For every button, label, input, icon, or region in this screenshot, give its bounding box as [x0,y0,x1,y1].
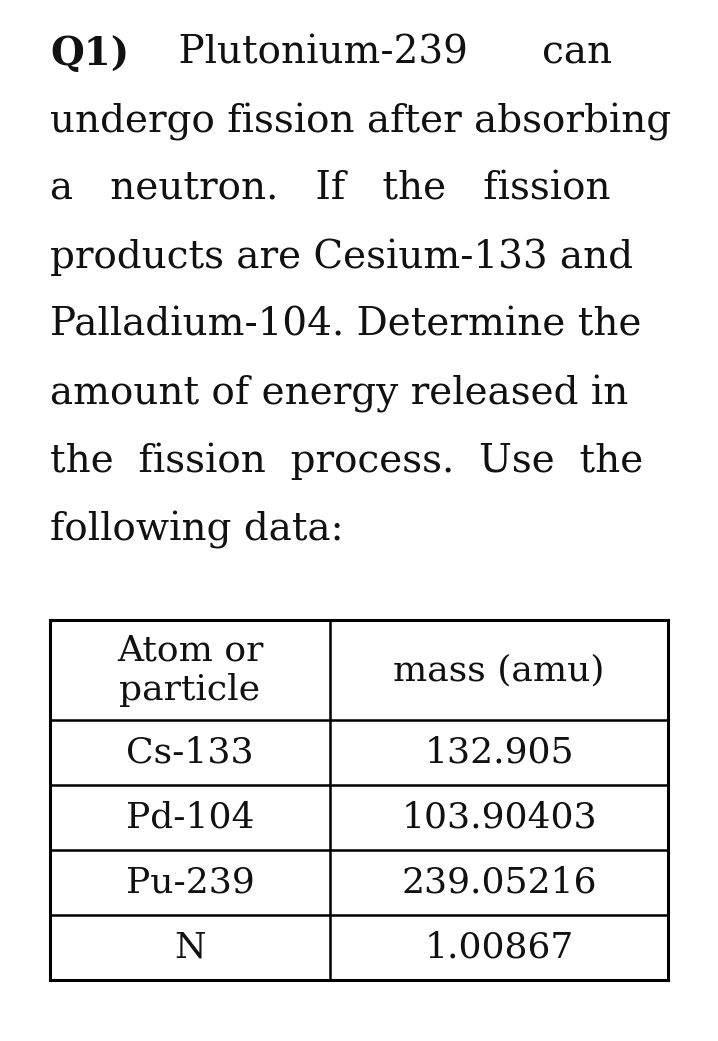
Text: Cs-133: Cs-133 [126,736,253,769]
Text: Pd-104: Pd-104 [126,801,254,835]
Text: N: N [174,931,206,965]
Text: Q1): Q1) [50,35,129,73]
Text: Atom or
particle: Atom or particle [117,633,264,707]
Text: Palladium-104. Determine the: Palladium-104. Determine the [50,307,641,344]
Text: products are Cesium-133 and: products are Cesium-133 and [50,239,633,277]
Text: mass (amu): mass (amu) [393,653,605,687]
Text: following data:: following data: [50,511,344,549]
Text: amount of energy released in: amount of energy released in [50,375,628,413]
Text: undergo fission after absorbing: undergo fission after absorbing [50,103,671,141]
Text: 132.905: 132.905 [424,736,574,769]
Text: Plutonium-239      can: Plutonium-239 can [129,35,612,72]
Text: Pu-239: Pu-239 [126,865,254,899]
Text: a   neutron.   If   the   fission: a neutron. If the fission [50,171,610,208]
Text: 1.00867: 1.00867 [424,931,574,965]
Text: 103.90403: 103.90403 [401,801,597,835]
Text: the  fission  process.  Use  the: the fission process. Use the [50,443,643,481]
Text: 239.05216: 239.05216 [401,865,597,899]
